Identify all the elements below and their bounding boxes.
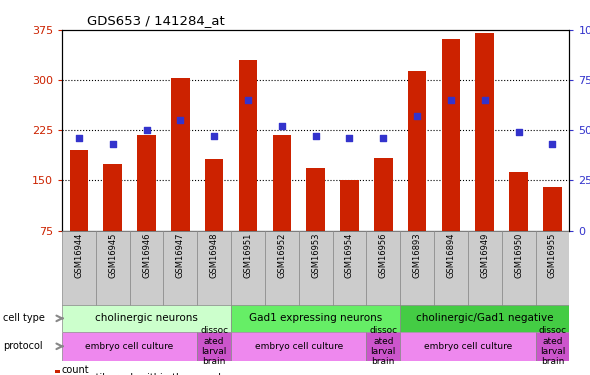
Point [514,129,523,135]
Point [311,134,320,140]
Text: GDS653 / 141284_at: GDS653 / 141284_at [87,15,225,27]
Point [412,113,422,119]
Text: GSM16951: GSM16951 [244,233,253,278]
Bar [306,168,325,231]
Text: cholinergic/Gad1 negative: cholinergic/Gad1 negative [416,314,553,323]
Text: GSM16955: GSM16955 [548,233,557,278]
Bar [400,305,569,332]
Text: GSM16893: GSM16893 [412,233,422,279]
Text: GSM16952: GSM16952 [277,233,286,278]
Text: GSM16894: GSM16894 [447,233,455,278]
Text: count: count [62,365,90,375]
Point [142,128,151,134]
Text: GSM16946: GSM16946 [142,233,151,278]
Text: GSM16944: GSM16944 [74,233,83,278]
Bar [205,159,224,231]
Text: cholinergic neurons: cholinergic neurons [95,314,198,323]
Text: percentile rank within the sample: percentile rank within the sample [62,373,227,375]
Bar [366,332,400,361]
Bar [239,60,257,231]
Bar [502,231,536,306]
Text: GSM16949: GSM16949 [480,233,489,278]
Bar [130,231,163,306]
Bar [62,305,231,332]
Text: GSM16948: GSM16948 [209,233,219,278]
Point [176,117,185,123]
Bar [543,187,562,231]
Text: GSM16953: GSM16953 [311,233,320,278]
Bar [70,150,88,231]
Bar [197,332,231,361]
Text: embryo cell culture: embryo cell culture [86,342,173,351]
Bar [509,172,528,231]
Point [480,97,490,103]
Bar [62,332,197,361]
Text: GSM16945: GSM16945 [108,233,117,278]
Point [74,135,84,141]
Point [209,134,219,140]
Point [108,141,117,147]
Bar [366,231,400,306]
Bar [231,305,400,332]
Text: GSM16950: GSM16950 [514,233,523,278]
Bar [400,231,434,306]
Point [548,141,557,147]
Bar [340,180,359,231]
Bar [197,231,231,306]
Bar [536,332,569,361]
Bar [231,332,366,361]
Bar [231,231,265,306]
Text: GSM16954: GSM16954 [345,233,354,278]
Text: dissoc
ated
larval
brain: dissoc ated larval brain [369,326,398,366]
Text: GSM16956: GSM16956 [379,233,388,278]
Bar [299,231,333,306]
Bar [171,78,189,231]
Bar [408,72,427,231]
Text: cell type: cell type [3,314,45,323]
Bar [434,231,468,306]
Point [379,135,388,141]
Point [446,97,455,103]
Bar [333,231,366,306]
Bar [96,231,130,306]
Bar [400,332,536,361]
Point [345,135,354,141]
Bar [476,33,494,231]
Bar [273,135,291,231]
Bar [536,231,569,306]
Bar [468,231,502,306]
Bar [62,231,96,306]
Text: embryo cell culture: embryo cell culture [424,342,512,351]
Bar [374,158,392,231]
Bar [137,135,156,231]
Text: dissoc
ated
larval
brain: dissoc ated larval brain [200,326,228,366]
Bar [103,164,122,231]
Text: protocol: protocol [3,341,42,351]
Point [243,97,253,103]
Bar [163,231,197,306]
Bar [442,39,460,231]
Text: dissoc
ated
larval
brain: dissoc ated larval brain [538,326,566,366]
Text: embryo cell culture: embryo cell culture [255,342,343,351]
Bar [265,231,299,306]
Text: Gad1 expressing neurons: Gad1 expressing neurons [249,314,382,323]
Point [277,123,287,129]
Text: GSM16947: GSM16947 [176,233,185,278]
